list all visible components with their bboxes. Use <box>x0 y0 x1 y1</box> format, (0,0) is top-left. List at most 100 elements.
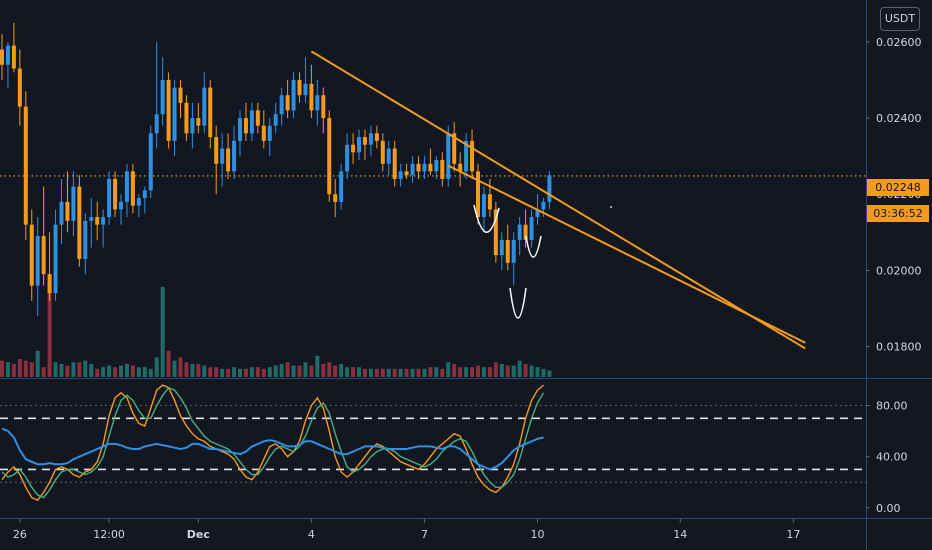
candle[interactable] <box>547 171 552 210</box>
candle[interactable] <box>47 232 52 301</box>
candle[interactable] <box>255 102 260 134</box>
candle[interactable] <box>214 125 219 195</box>
candle[interactable] <box>77 175 82 267</box>
candle[interactable] <box>17 49 22 126</box>
candle[interactable] <box>493 201 498 263</box>
candle[interactable] <box>101 209 106 248</box>
candle[interactable] <box>23 91 28 240</box>
candle[interactable] <box>440 152 445 187</box>
candle[interactable] <box>196 102 201 134</box>
candle[interactable] <box>172 79 177 157</box>
candle[interactable] <box>446 125 451 187</box>
candle[interactable] <box>517 217 522 256</box>
candle[interactable] <box>243 102 248 141</box>
candle[interactable] <box>166 72 171 149</box>
price-pane[interactable] <box>0 22 866 377</box>
candle[interactable] <box>434 156 439 179</box>
candle[interactable] <box>130 163 135 214</box>
candle[interactable] <box>386 140 391 176</box>
candle[interactable] <box>476 163 480 225</box>
candle[interactable] <box>422 156 427 179</box>
candle[interactable] <box>261 110 266 149</box>
candle[interactable] <box>458 152 463 187</box>
candle[interactable] <box>505 224 510 271</box>
candle[interactable] <box>136 194 141 218</box>
candle[interactable] <box>71 171 76 237</box>
candle[interactable] <box>499 232 504 271</box>
candle[interactable] <box>113 171 118 218</box>
candle[interactable] <box>327 110 332 202</box>
candle[interactable] <box>470 129 475 179</box>
candle[interactable] <box>249 102 254 141</box>
candle-body <box>279 95 284 115</box>
volume-bar <box>77 362 82 377</box>
candle[interactable] <box>65 171 70 233</box>
candle[interactable] <box>380 133 385 172</box>
time-tick-label: 26 <box>13 528 27 541</box>
candle[interactable] <box>464 133 469 179</box>
candle[interactable] <box>404 163 409 179</box>
trendline[interactable] <box>447 164 806 344</box>
candle[interactable] <box>29 209 34 301</box>
oscillator-pane[interactable] <box>0 384 866 501</box>
trendline[interactable] <box>310 50 806 350</box>
candle[interactable] <box>267 118 272 157</box>
candle[interactable] <box>511 232 516 286</box>
candle[interactable] <box>107 171 112 225</box>
candle[interactable] <box>416 156 421 179</box>
candle[interactable] <box>226 133 231 179</box>
candle[interactable] <box>41 186 46 286</box>
candle[interactable] <box>309 64 314 119</box>
candle[interactable] <box>190 102 195 149</box>
candle[interactable] <box>362 129 367 160</box>
candle[interactable] <box>232 125 237 179</box>
candle[interactable] <box>368 125 373 157</box>
candle[interactable] <box>89 198 94 248</box>
candle[interactable] <box>178 79 183 119</box>
candle[interactable] <box>279 87 284 126</box>
candle[interactable] <box>321 87 326 134</box>
candle[interactable] <box>481 186 486 233</box>
candle[interactable] <box>339 163 344 210</box>
candle[interactable] <box>184 95 189 141</box>
candle[interactable] <box>124 163 129 218</box>
candle[interactable] <box>208 79 213 149</box>
candle[interactable] <box>119 194 123 225</box>
candle[interactable] <box>351 133 356 164</box>
candle[interactable] <box>333 178 338 218</box>
candle[interactable] <box>315 79 320 126</box>
candle[interactable] <box>5 41 10 88</box>
candle[interactable] <box>452 121 457 172</box>
candle[interactable] <box>35 217 40 317</box>
candle[interactable] <box>95 201 100 240</box>
candle[interactable] <box>374 125 379 149</box>
candle[interactable] <box>392 140 397 187</box>
candle[interactable] <box>285 79 290 119</box>
candle[interactable] <box>238 110 242 157</box>
candle[interactable] <box>53 209 58 301</box>
candle[interactable] <box>83 213 88 275</box>
candle[interactable] <box>59 178 64 244</box>
candle[interactable] <box>0 34 4 80</box>
candle[interactable] <box>142 186 147 214</box>
candle[interactable] <box>160 57 165 126</box>
candle[interactable] <box>410 156 415 183</box>
candle[interactable] <box>273 102 278 134</box>
quote-currency-badge[interactable]: USDT <box>880 7 920 31</box>
candle[interactable] <box>428 148 433 176</box>
volume-bar <box>368 368 373 377</box>
candle[interactable] <box>529 209 534 248</box>
candle[interactable] <box>220 133 225 187</box>
candle[interactable] <box>148 125 153 199</box>
candle[interactable] <box>202 72 207 134</box>
candle[interactable] <box>291 72 296 119</box>
candle[interactable] <box>398 163 403 187</box>
candle[interactable] <box>345 133 350 179</box>
candle[interactable] <box>303 57 308 103</box>
candle[interactable] <box>11 22 16 73</box>
candle[interactable] <box>357 129 361 160</box>
candle[interactable] <box>297 72 302 103</box>
candle[interactable] <box>154 41 159 149</box>
candle[interactable] <box>523 209 528 248</box>
